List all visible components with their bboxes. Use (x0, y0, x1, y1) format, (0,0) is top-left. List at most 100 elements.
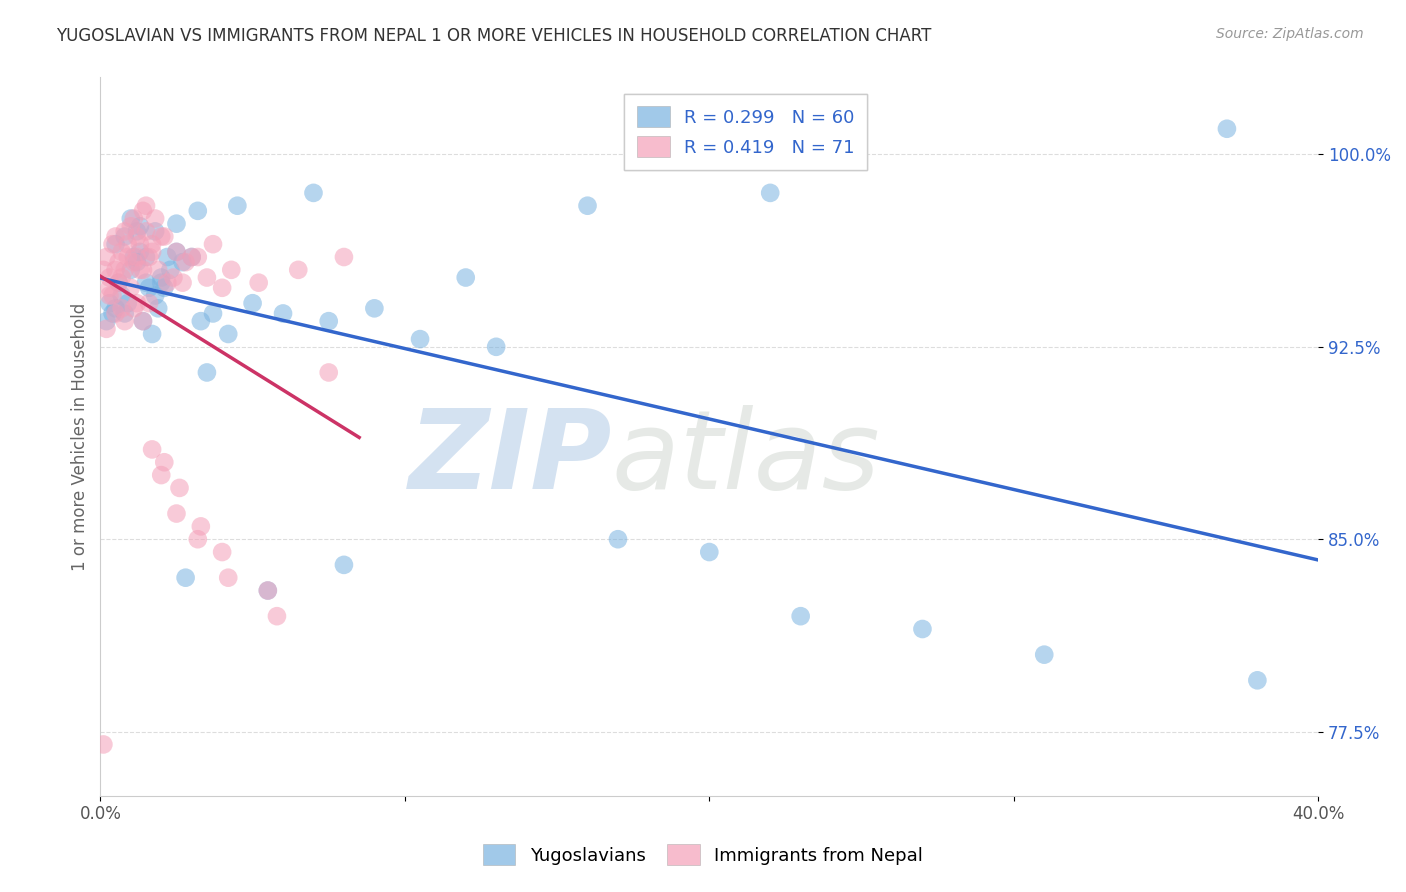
Point (169, 481, 191, 495)
Point (138, 250, 160, 264)
Point (135, 224, 157, 238)
Point (217, 326, 239, 341)
Point (607, 533, 630, 547)
Point (98, 296, 121, 310)
Point (96, 314, 118, 328)
Point (117, 296, 139, 310)
Point (166, 507, 188, 521)
Point (125, 224, 148, 238)
Point (150, 270, 173, 285)
Point (187, 250, 209, 264)
Point (697, 545, 720, 559)
Point (333, 558, 356, 572)
Point (911, 622, 934, 636)
Point (138, 281, 160, 295)
Point (98, 270, 121, 285)
Point (104, 301, 127, 316)
Point (125, 229, 148, 244)
Point (120, 281, 142, 295)
Point (132, 263, 155, 277)
Point (129, 244, 152, 259)
Point (153, 281, 176, 295)
Point (129, 263, 152, 277)
Point (247, 276, 270, 290)
Point (107, 276, 129, 290)
Point (156, 250, 179, 264)
Point (195, 270, 218, 285)
Point (104, 306, 127, 320)
Point (141, 326, 163, 341)
Point (1216, 121, 1239, 136)
Point (1033, 648, 1056, 662)
Point (111, 301, 134, 316)
Point (156, 276, 179, 290)
Point (172, 276, 194, 290)
Text: ZIP: ZIP (408, 405, 612, 512)
Point (114, 224, 136, 238)
Point (138, 296, 160, 310)
Point (211, 281, 233, 295)
Point (162, 270, 184, 285)
Point (226, 199, 249, 213)
Text: Source: ZipAtlas.com: Source: ZipAtlas.com (1216, 27, 1364, 41)
Point (190, 314, 212, 328)
Point (217, 571, 239, 585)
Point (302, 186, 325, 200)
Point (143, 224, 166, 238)
Point (454, 270, 477, 285)
Point (256, 583, 278, 598)
Point (202, 306, 225, 320)
Point (120, 211, 142, 226)
Point (1246, 673, 1268, 688)
Point (576, 199, 599, 213)
Point (148, 301, 170, 316)
Point (180, 250, 202, 264)
Point (122, 250, 145, 264)
Point (120, 263, 142, 277)
Point (93, 738, 115, 752)
Text: YUGOSLAVIAN VS IMMIGRANTS FROM NEPAL 1 OR MORE VEHICLES IN HOUSEHOLD CORRELATION: YUGOSLAVIAN VS IMMIGRANTS FROM NEPAL 1 O… (56, 27, 932, 45)
Point (333, 250, 356, 264)
Legend: R = 0.299   N = 60, R = 0.419   N = 71: R = 0.299 N = 60, R = 0.419 N = 71 (624, 94, 868, 169)
Point (135, 250, 157, 264)
Point (363, 301, 385, 316)
Point (150, 468, 173, 483)
Point (129, 219, 152, 234)
Point (120, 219, 142, 234)
Point (148, 263, 170, 277)
Point (96, 322, 118, 336)
Point (104, 263, 127, 277)
Point (117, 237, 139, 252)
Point (132, 203, 155, 218)
Legend: Yugoslavians, Immigrants from Nepal: Yugoslavians, Immigrants from Nepal (474, 835, 932, 874)
Point (318, 366, 340, 380)
Point (122, 255, 145, 269)
Point (132, 314, 155, 328)
Point (287, 263, 309, 277)
Point (132, 314, 155, 328)
Point (114, 314, 136, 328)
Point (114, 263, 136, 277)
Point (166, 217, 188, 231)
Point (174, 255, 197, 269)
Point (135, 199, 157, 213)
Point (256, 583, 278, 598)
Point (187, 203, 209, 218)
Point (141, 237, 163, 252)
Point (122, 211, 145, 226)
Point (122, 301, 145, 316)
Point (180, 250, 202, 264)
Point (101, 237, 124, 252)
Point (141, 244, 163, 259)
Point (166, 244, 188, 259)
Point (202, 237, 225, 252)
Point (150, 276, 173, 290)
Text: atlas: atlas (612, 405, 880, 512)
Point (114, 229, 136, 244)
Point (98, 281, 121, 295)
Point (143, 288, 166, 302)
Point (141, 442, 163, 457)
Point (195, 366, 218, 380)
Point (242, 296, 264, 310)
Point (166, 244, 188, 259)
